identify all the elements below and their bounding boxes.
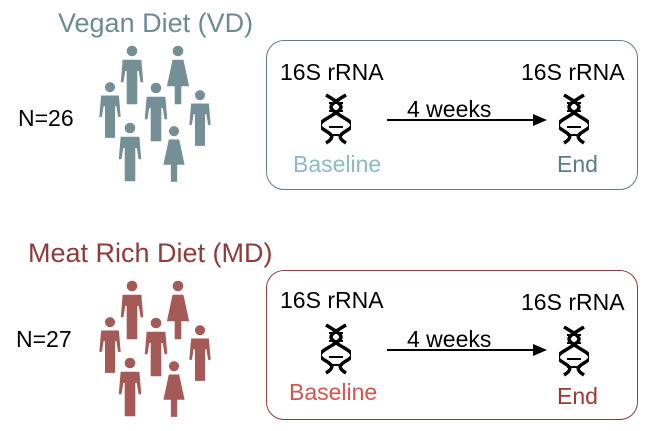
people-cluster-icon — [97, 44, 213, 184]
baseline-sequencing-label: 16S rRNA — [280, 59, 384, 85]
baseline-sequencing-label: 16S rRNA — [280, 287, 384, 313]
baseline-label: Baseline — [293, 151, 382, 177]
person-icon — [97, 80, 123, 140]
dna-icon — [321, 93, 351, 145]
person-icon — [187, 88, 213, 148]
dna-icon — [559, 93, 589, 145]
arrow-icon — [387, 114, 547, 126]
end-label: End — [557, 383, 598, 409]
participant-count: N=26 — [18, 105, 74, 131]
dna-icon — [559, 325, 589, 377]
person-icon — [143, 316, 169, 378]
participant-count: N=27 — [16, 326, 72, 352]
end-sequencing-label: 16S rRNA — [521, 289, 625, 315]
end-label: End — [557, 151, 598, 177]
person-icon — [119, 44, 145, 106]
duration-label: 4 weeks — [407, 96, 492, 122]
person-icon — [119, 279, 145, 341]
person-icon — [165, 279, 191, 341]
person-icon — [97, 315, 123, 375]
group-title: Meat Rich Diet (MD) — [28, 238, 273, 268]
duration-label: 4 weeks — [407, 326, 492, 352]
person-icon — [165, 44, 191, 106]
group-title: Vegan Diet (VD) — [58, 8, 254, 38]
baseline-label: Baseline — [289, 379, 378, 405]
person-icon — [161, 124, 187, 184]
dna-icon — [321, 323, 351, 375]
person-icon — [117, 356, 143, 418]
arrow-icon — [387, 344, 547, 356]
end-sequencing-label: 16S rRNA — [521, 59, 625, 85]
sequencing-panel: 16S rRNA 16S rRNA 4 weeks Baseline End — [266, 270, 638, 420]
person-icon — [117, 121, 143, 183]
sequencing-panel: 16S rRNA 16S rRNA 4 weeks Baseline End — [266, 40, 638, 190]
person-icon — [161, 359, 187, 419]
person-icon — [143, 81, 169, 143]
people-cluster-icon — [97, 279, 213, 419]
person-icon — [187, 323, 213, 383]
